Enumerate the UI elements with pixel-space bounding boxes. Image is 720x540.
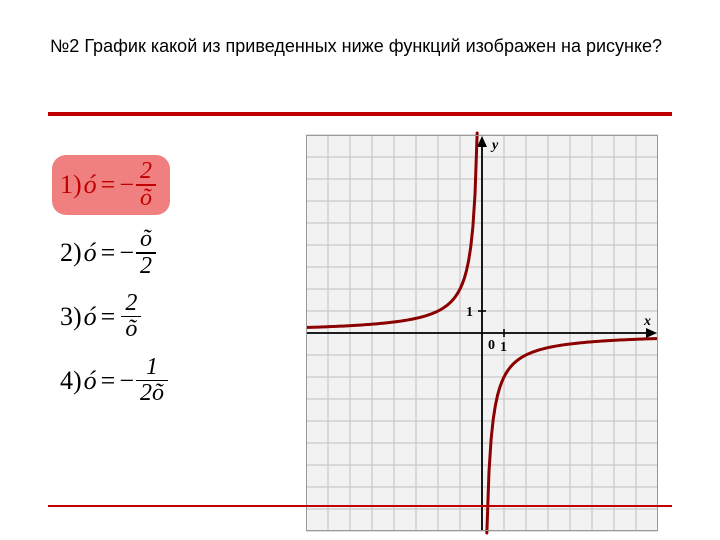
- equals: =: [101, 302, 116, 332]
- svg-text:1: 1: [466, 305, 473, 320]
- svg-text:1: 1: [500, 340, 507, 355]
- question-title: №2 График какой из приведенных ниже функ…: [50, 36, 662, 57]
- option-lhs: ó: [84, 366, 97, 396]
- denominator: õ: [136, 186, 156, 211]
- option-1[interactable]: 1)ó=−2õ: [52, 155, 170, 215]
- denominator: õ: [121, 317, 141, 342]
- denominator: 2: [136, 254, 156, 279]
- equals: =: [101, 170, 116, 200]
- graph-panel: xy011: [306, 130, 658, 536]
- answer-options: 1)ó=−2õ2)ó=−õ23)ó=2õ4)ó=−12õ: [60, 155, 170, 419]
- fraction: 12õ: [136, 355, 168, 407]
- option-number: 3): [60, 302, 82, 332]
- svg-text:y: y: [490, 138, 499, 153]
- option-3[interactable]: 3)ó=2õ: [60, 291, 170, 343]
- minus-sign: −: [119, 366, 134, 396]
- fraction: 2õ: [136, 159, 156, 211]
- minus-sign: −: [119, 238, 134, 268]
- fraction: õ2: [136, 227, 156, 279]
- svg-text:x: x: [643, 314, 651, 329]
- option-2[interactable]: 2)ó=−õ2: [60, 227, 170, 279]
- minus-sign: −: [119, 170, 134, 200]
- option-4[interactable]: 4)ó=−12õ: [60, 355, 170, 407]
- equals: =: [101, 238, 116, 268]
- svg-text:0: 0: [488, 338, 495, 353]
- numerator: 1: [142, 355, 162, 380]
- numerator: 2: [121, 291, 141, 316]
- option-lhs: ó: [84, 238, 97, 268]
- equals: =: [101, 366, 116, 396]
- bottom-divider: [48, 505, 672, 507]
- numerator: õ: [136, 227, 156, 252]
- option-number: 4): [60, 366, 82, 396]
- hyperbola-chart: xy011: [306, 130, 658, 536]
- denominator: 2õ: [136, 381, 168, 406]
- top-divider: [48, 112, 672, 116]
- option-lhs: ó: [84, 302, 97, 332]
- numerator: 2: [136, 159, 156, 184]
- fraction: 2õ: [121, 291, 141, 343]
- option-number: 1): [60, 170, 82, 200]
- option-number: 2): [60, 238, 82, 268]
- option-lhs: ó: [84, 170, 97, 200]
